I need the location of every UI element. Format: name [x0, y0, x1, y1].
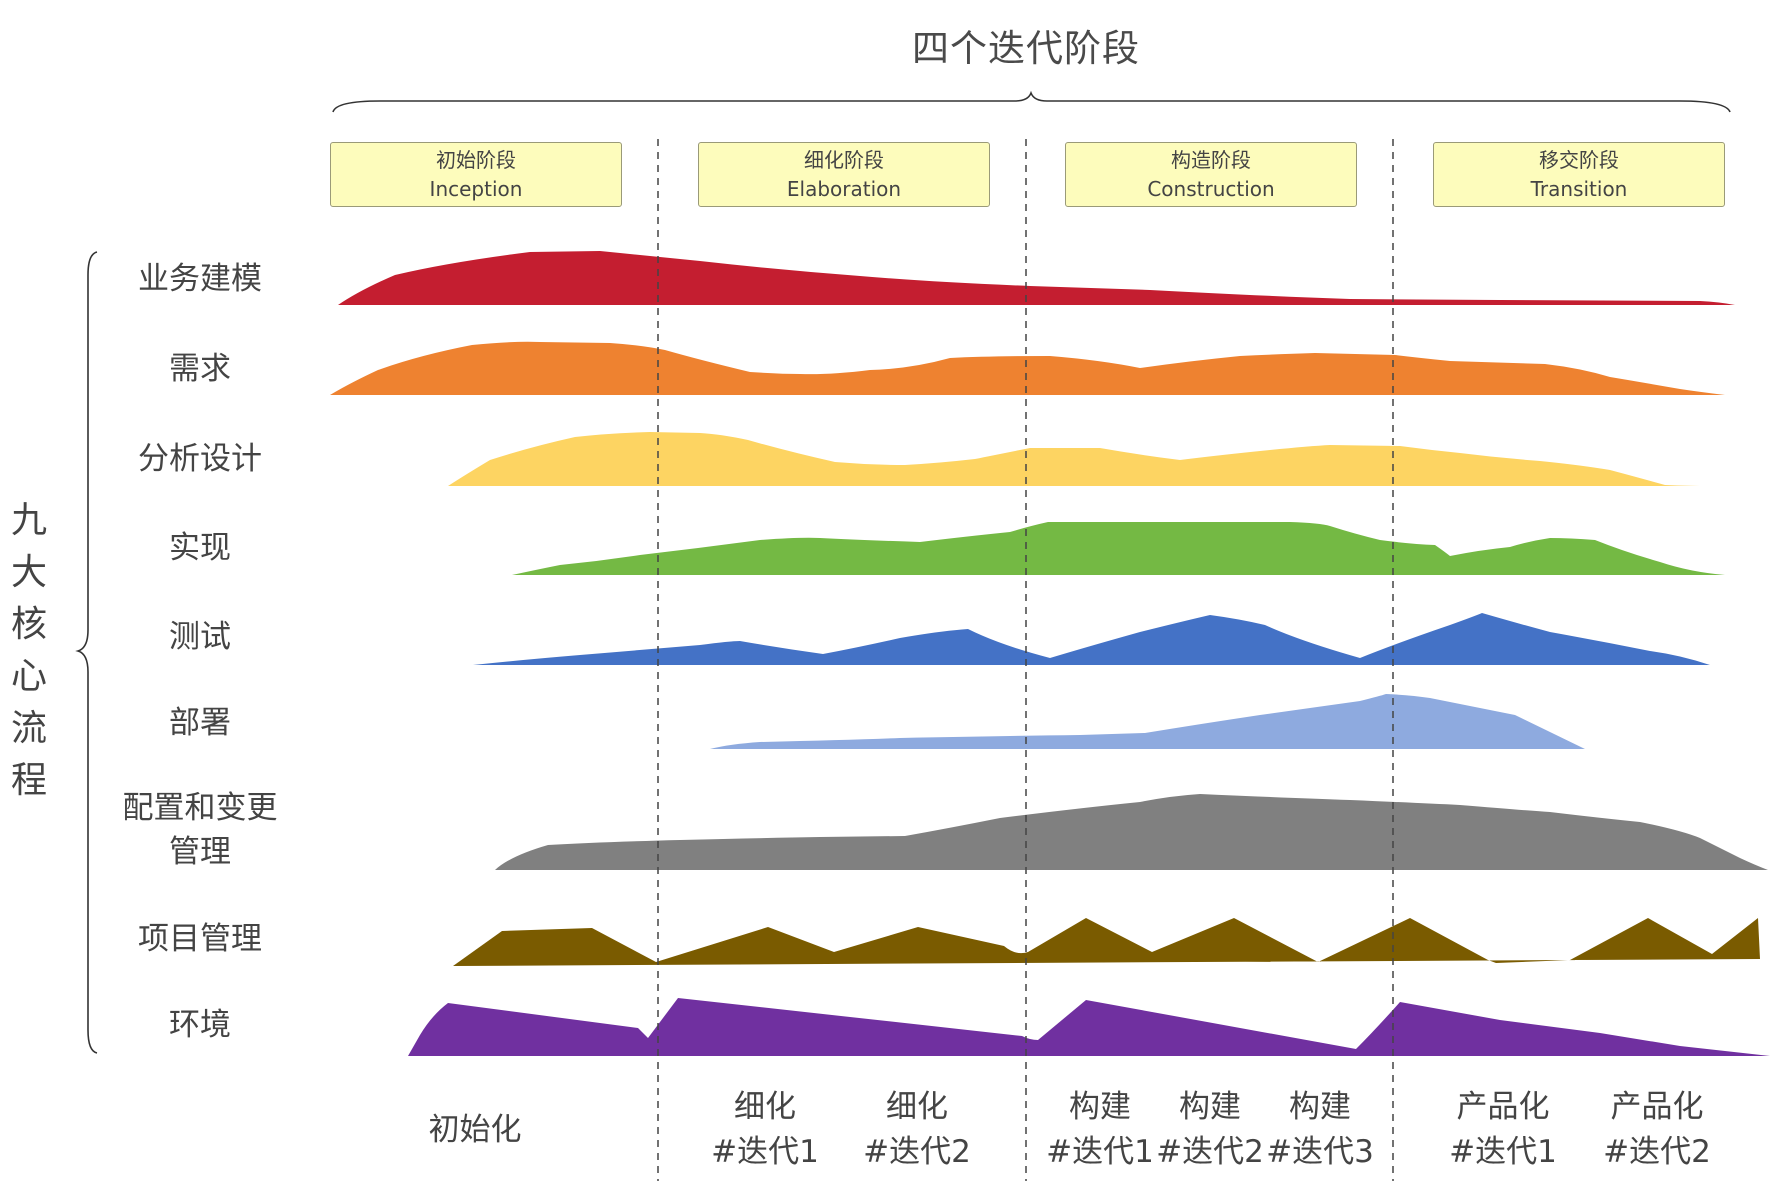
phase-en: Transition — [1530, 177, 1628, 201]
process-label: 需求 — [169, 351, 231, 387]
iteration-label: 产品化 #迭代1 — [1449, 1089, 1557, 1170]
phase-en: Inception — [429, 177, 523, 201]
shape-requirements — [330, 341, 1725, 395]
phase-construction: 构造阶段 Construction — [1065, 142, 1357, 207]
phase-cn: 细化阶段 — [804, 148, 884, 172]
iteration-label: 细化 #迭代1 — [711, 1089, 819, 1170]
shape-test — [473, 613, 1710, 665]
iteration-label: 细化 #迭代2 — [863, 1089, 971, 1170]
process-label: 分析设计 — [138, 441, 262, 477]
phase-en: Construction — [1147, 177, 1275, 201]
core-process-title: 九大核心流程 — [10, 500, 47, 801]
shape-project-management — [453, 918, 1760, 966]
shape-config-change — [495, 794, 1768, 870]
process-label: 部署 — [169, 705, 231, 741]
diagram-title: 四个迭代阶段 — [912, 27, 1140, 70]
shape-deployment — [710, 694, 1585, 749]
phase-inception: 初始阶段 Inception — [330, 142, 622, 207]
phase-brace — [332, 90, 1731, 113]
phase-cn: 初始阶段 — [436, 148, 516, 172]
shape-business-modeling — [338, 251, 1735, 305]
shape-analysis-design — [448, 432, 1710, 486]
iteration-label: 产品化 #迭代2 — [1603, 1089, 1711, 1170]
process-label: 实现 — [169, 530, 231, 566]
iteration-label: 构建 #迭代3 — [1266, 1089, 1374, 1170]
iteration-label: 构建 #迭代2 — [1156, 1089, 1264, 1170]
phase-cn: 移交阶段 — [1539, 148, 1619, 172]
process-label: 项目管理 — [138, 921, 262, 957]
phase-transition: 移交阶段 Transition — [1433, 142, 1725, 207]
phase-elaboration: 细化阶段 Elaboration — [698, 142, 990, 207]
process-shapes — [330, 251, 1770, 1056]
phase-separators — [657, 139, 1394, 1181]
process-label: 业务建模 — [138, 261, 262, 297]
process-brace — [75, 251, 98, 1054]
shape-environment — [408, 998, 1770, 1056]
process-label: 测试 — [169, 619, 231, 655]
shape-implementation — [512, 522, 1725, 575]
process-label: 环境 — [169, 1007, 231, 1043]
phase-cn: 构造阶段 — [1171, 148, 1251, 172]
iteration-label: 构建 #迭代1 — [1046, 1089, 1154, 1170]
process-label: 配置和变更 管理 — [122, 790, 278, 870]
phase-en: Elaboration — [786, 177, 902, 201]
iteration-label: 初始化 — [428, 1112, 522, 1148]
